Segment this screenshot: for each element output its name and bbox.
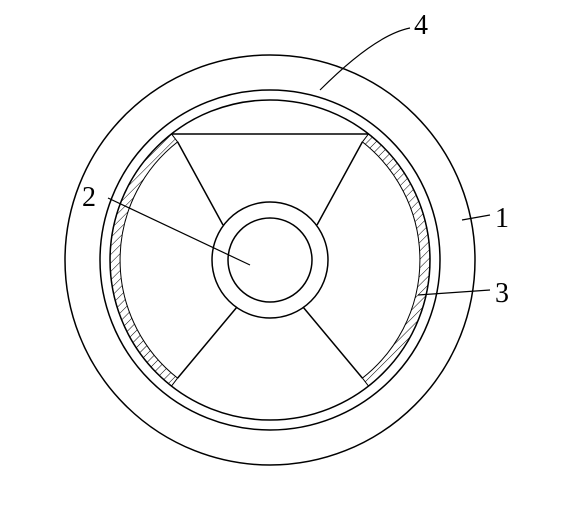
- leader-3: [418, 290, 490, 295]
- leader-1: [462, 215, 490, 220]
- callout-label-4: 4: [414, 10, 428, 42]
- spoke-top-left: [178, 142, 223, 225]
- hatched-segment-left: [110, 134, 177, 386]
- callout-label-2: 2: [82, 182, 96, 214]
- callout-label-3: 3: [495, 278, 509, 310]
- leader-4: [320, 28, 410, 90]
- spoke-top-right: [317, 142, 362, 225]
- callout-label-1: 1: [495, 203, 509, 235]
- spoke-bottom-right: [303, 307, 362, 378]
- outer-ring-outer: [65, 55, 475, 465]
- center-ring-outer: [212, 202, 328, 318]
- leader-2: [108, 198, 250, 265]
- technical-diagram: 1 2 3 4: [0, 0, 566, 500]
- outer-ring-inner: [100, 90, 440, 430]
- spoke-bottom-left: [178, 307, 237, 378]
- diagram-svg: [0, 0, 566, 500]
- hatched-segment-right: [362, 134, 429, 386]
